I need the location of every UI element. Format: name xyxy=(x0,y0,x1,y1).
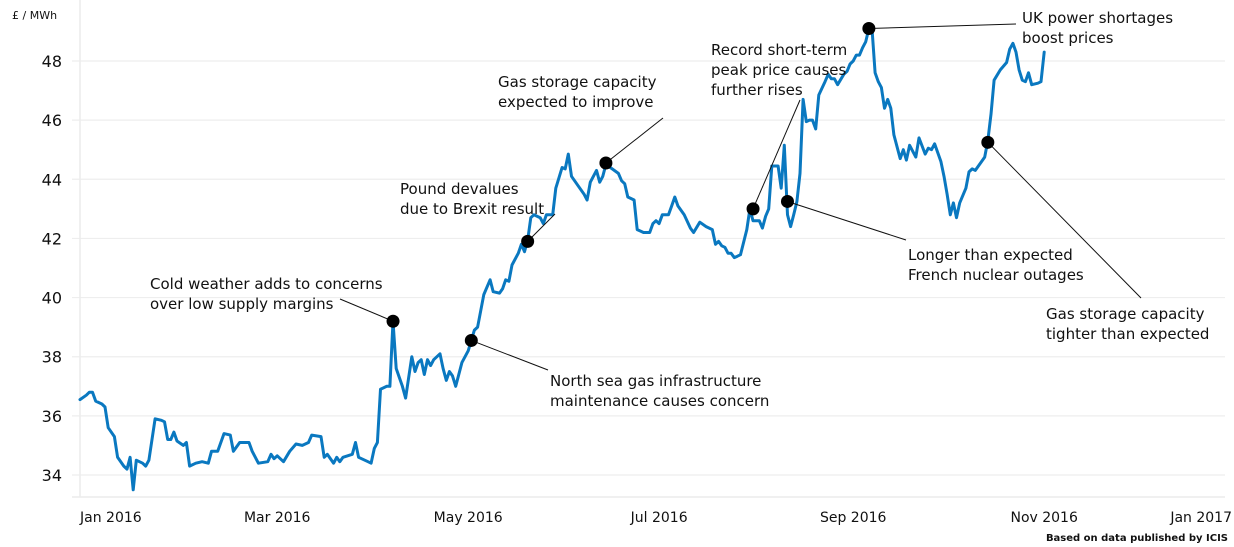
annotation-leader-line xyxy=(339,298,394,322)
annotation-text: tighter than expected xyxy=(1046,325,1209,343)
annotation-record-short-term: Record short-term peak price causes furthe… xyxy=(711,41,847,216)
annotation-text: maintenance causes concern xyxy=(550,392,769,410)
annotation-text: Cold weather adds to concerns xyxy=(150,275,383,293)
annotation-text: expected to improve xyxy=(498,93,654,111)
x-tick-label: Jul 2016 xyxy=(630,510,688,526)
y-tick-label: 40 xyxy=(42,289,62,308)
annotation-leader-line xyxy=(471,339,549,371)
annotation-marker xyxy=(780,194,794,208)
x-tick-labels: Jan 2016 Mar 2016 May 2016 Jul 2016 Sep 2016… xyxy=(79,510,1232,526)
y-tick-label: 34 xyxy=(42,466,62,485)
price-series-line xyxy=(78,27,1046,492)
annotation-leader-line xyxy=(605,117,664,164)
annotations: Cold weather adds to concerns over low su… xyxy=(150,9,1209,410)
annotation-marker xyxy=(862,21,876,35)
y-tick-label: 46 xyxy=(42,111,62,130)
annotation-text: Longer than expected xyxy=(908,246,1073,264)
annotation-text: Pound devalues xyxy=(400,180,519,198)
x-tick-label: May 2016 xyxy=(434,510,503,526)
annotation-leader-line xyxy=(752,99,801,210)
source-note: Based on data published by ICIS xyxy=(1046,533,1228,544)
annotation-cold-weather: Cold weather adds to concerns over low su… xyxy=(150,275,400,328)
x-tick-label: Mar 2016 xyxy=(244,510,311,526)
annotation-north-sea: North sea gas infrastructure maintenance … xyxy=(464,333,769,410)
annotation-gas-storage-improve: Gas storage capacity expected to improve xyxy=(498,73,664,170)
annotation-text: Gas storage capacity xyxy=(1046,305,1205,323)
grid-lines xyxy=(72,60,1225,476)
annotation-text: Gas storage capacity xyxy=(498,73,657,91)
annotation-text: French nuclear outages xyxy=(908,266,1084,284)
annotation-text: UK power shortages xyxy=(1022,9,1173,27)
annotation-text: over low supply margins xyxy=(150,295,334,313)
y-tick-label: 36 xyxy=(42,407,62,426)
x-tick-label: Sep 2016 xyxy=(820,510,887,526)
annotation-french-nuclear: Longer than expected French nuclear outag… xyxy=(780,194,1084,284)
annotation-marker xyxy=(464,333,478,347)
annotation-text: North sea gas infrastructure xyxy=(550,372,761,390)
annotation-leader-line xyxy=(787,200,907,241)
annotation-leader-line xyxy=(868,23,1017,29)
annotation-gas-storage-tighter: Gas storage capacity tighter than expecte… xyxy=(981,135,1209,343)
y-tick-label: 44 xyxy=(42,170,62,189)
x-tick-label: Jan 2017 xyxy=(1169,510,1232,526)
annotation-text: peak price causes xyxy=(711,61,846,79)
annotation-text: boost prices xyxy=(1022,29,1114,47)
y-tick-labels: 34 36 38 40 42 44 46 48 xyxy=(42,52,62,485)
annotation-marker xyxy=(521,234,535,248)
annotation-text: further rises xyxy=(711,81,803,99)
annotation-text: due to Brexit result xyxy=(400,200,544,218)
x-tick-label: Nov 2016 xyxy=(1010,510,1077,526)
annotation-marker xyxy=(599,156,613,170)
annotation-marker xyxy=(746,202,760,216)
annotation-leader-line xyxy=(987,141,1142,299)
y-tick-label: 38 xyxy=(42,348,62,367)
annotation-uk-power: UK power shortages boost prices xyxy=(862,9,1173,47)
y-axis-unit-label: £ / MWh xyxy=(12,9,57,22)
x-tick-label: Jan 2016 xyxy=(79,510,142,526)
annotation-marker xyxy=(386,314,400,328)
annotation-marker xyxy=(981,135,995,149)
y-tick-label: 42 xyxy=(42,229,62,248)
y-tick-label: 48 xyxy=(42,52,62,71)
annotation-pound-devalues: Pound devalues due to Brexit result xyxy=(400,180,556,248)
annotation-text: Record short-term xyxy=(711,41,847,59)
